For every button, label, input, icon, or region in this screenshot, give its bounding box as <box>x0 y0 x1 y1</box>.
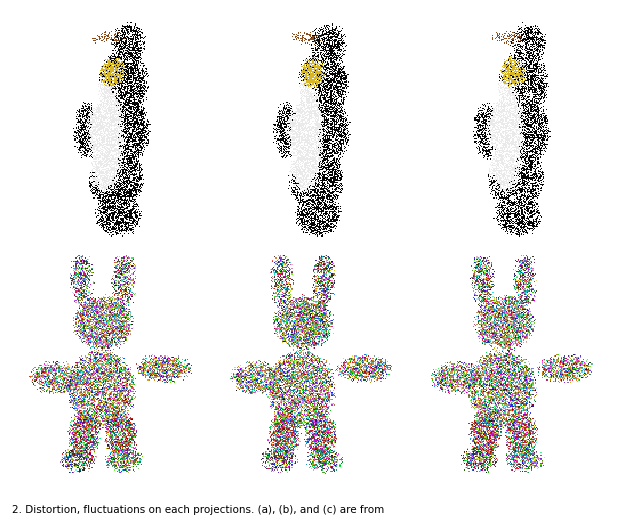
Text: 2. Distortion, fluctuations on each projections. (a), (b), and (c) are from: 2. Distortion, fluctuations on each proj… <box>12 505 385 515</box>
